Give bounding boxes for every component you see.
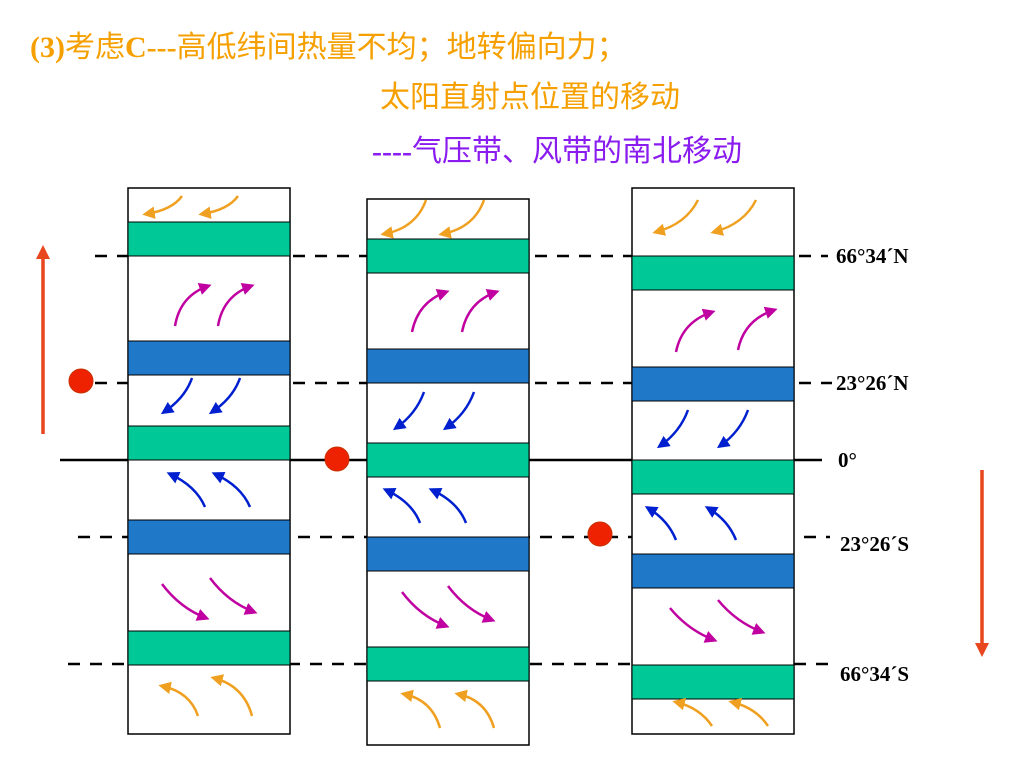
- wind-arrow-icon: [400, 689, 442, 729]
- subpolar-low-north: [366, 238, 530, 274]
- title-line-1: (3)考虑C---高低纬间热量不均；地转偏向力；: [30, 22, 627, 66]
- label-equator: 0°: [838, 448, 857, 472]
- subpolar-low-south: [631, 664, 795, 700]
- wind-arrow-icon: [401, 591, 450, 629]
- wind-arrow-icon: [142, 195, 184, 219]
- wind-arrow-icon: [710, 199, 758, 236]
- sun-direct-point-icon: [587, 521, 613, 547]
- label-66n: 66°34´N: [836, 244, 909, 268]
- equatorial-low: [127, 425, 291, 461]
- subtropical-high-north: [366, 348, 530, 384]
- wind-arrow-icon: [736, 306, 778, 351]
- subpolar-low-south: [366, 646, 530, 682]
- wind-arrow-icon: [460, 289, 500, 333]
- title-conclusion: 气压带、风带的南北移动: [411, 134, 742, 169]
- subtropical-high-south: [631, 553, 795, 589]
- subtropical-high-south: [366, 536, 530, 572]
- wind-arrow-icon: [672, 698, 714, 727]
- wind-arrow-icon: [158, 681, 200, 717]
- wind-arrow-icon: [211, 471, 252, 508]
- wind-arrow-icon: [392, 391, 426, 431]
- wind-arrow-icon: [173, 283, 212, 327]
- subpolar-low-north: [631, 255, 795, 291]
- wind-arrow-icon: [210, 674, 254, 717]
- subpolar-low-south: [127, 630, 291, 666]
- wind-arrow-icon: [208, 377, 242, 415]
- wind-arrow-icon: [216, 283, 255, 327]
- wind-arrow-icon: [717, 599, 766, 635]
- wind-arrow-icon: [161, 583, 210, 621]
- wind-arrow-icon: [442, 391, 476, 431]
- wind-arrow-icon: [454, 689, 496, 729]
- wind-arrow-icon: [656, 409, 690, 449]
- wind-arrow-icon: [380, 199, 428, 239]
- label-66s: 66°34´S: [840, 662, 909, 686]
- subtropical-high-north: [631, 366, 795, 402]
- wind-arrow-icon: [652, 199, 700, 236]
- wind-arrow-icon: [428, 487, 468, 524]
- equatorial-low: [631, 459, 795, 495]
- wind-arrow-icon: [160, 377, 194, 415]
- title-factors: 高低纬间热量不均；地转偏向力；: [176, 30, 627, 65]
- title-dashes: ----: [372, 135, 412, 168]
- subtropical-high-north: [127, 340, 291, 376]
- column-sun-equator: [366, 198, 530, 746]
- title-number: (3): [30, 31, 65, 64]
- sun-direct-point-icon: [324, 446, 350, 472]
- wind-arrow-icon: [410, 289, 450, 333]
- title-c: C---: [124, 31, 177, 64]
- label-23n: 23°26´N: [836, 371, 909, 395]
- wind-arrow-icon: [728, 698, 770, 727]
- wind-arrow-icon: [447, 585, 496, 623]
- sun-direct-point-icon: [68, 368, 94, 394]
- wind-arrow-icon: [382, 487, 422, 524]
- equatorial-low: [366, 442, 530, 478]
- wind-arrow-icon: [198, 195, 240, 219]
- wind-arrow-icon: [166, 471, 207, 508]
- title-line-3: ----气压带、风带的南北移动: [372, 126, 742, 170]
- wind-arrow-icon: [669, 607, 718, 643]
- subpolar-low-north: [127, 221, 291, 257]
- wind-arrow-icon: [716, 409, 750, 449]
- column-sun-north: [127, 187, 291, 735]
- label-23s: 23°26´S: [840, 532, 909, 556]
- title-line-2: 太阳直射点位置的移动: [380, 80, 680, 115]
- wind-arrow-icon: [209, 577, 258, 615]
- column-sun-south: [631, 187, 795, 735]
- subtropical-high-south: [127, 519, 291, 555]
- title-consider: 考虑: [64, 30, 125, 65]
- wind-arrow-icon: [674, 308, 716, 353]
- wind-arrow-icon: [704, 506, 738, 541]
- wind-arrow-icon: [438, 199, 486, 239]
- wind-arrow-icon: [644, 506, 678, 541]
